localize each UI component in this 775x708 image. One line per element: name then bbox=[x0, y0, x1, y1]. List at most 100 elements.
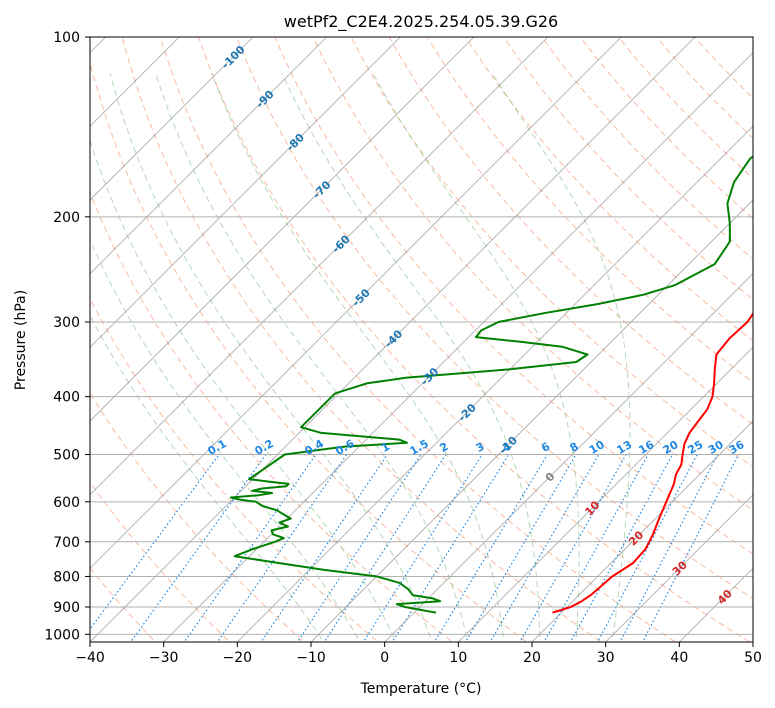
isotherm bbox=[458, 346, 753, 642]
isotherm bbox=[90, 37, 548, 496]
dry-adiabat bbox=[541, 37, 753, 260]
x-tick-label: −10 bbox=[296, 650, 326, 666]
y-tick-label: 200 bbox=[53, 210, 80, 226]
moist-adiabat bbox=[90, 138, 397, 642]
dry-adiabat bbox=[159, 37, 677, 642]
profile-series bbox=[229, 155, 753, 614]
moist-adiabat bbox=[372, 73, 580, 642]
x-axis-label: Temperature (°C) bbox=[360, 681, 482, 697]
mixing-ratio-label: 1 bbox=[379, 440, 392, 455]
y-tick-label: 700 bbox=[53, 535, 80, 551]
isotherm bbox=[163, 52, 753, 642]
mixing-ratio-label: 2 bbox=[437, 440, 450, 455]
x-tick-label: 0 bbox=[380, 650, 389, 666]
dry-adiabat bbox=[579, 37, 753, 220]
pressure-gridlines bbox=[90, 37, 753, 635]
isotherm-label: 20 bbox=[626, 528, 646, 548]
dry-adiabat bbox=[312, 37, 753, 511]
dry-adiabat bbox=[90, 392, 305, 642]
isotherm bbox=[90, 37, 622, 569]
isotherm bbox=[752, 641, 753, 642]
isotherm bbox=[237, 125, 753, 642]
isotherm-label: -10 bbox=[497, 433, 520, 456]
y-tick-label: 400 bbox=[53, 390, 80, 406]
isotherm-label: -70 bbox=[310, 178, 333, 201]
mixing-ratio-line bbox=[543, 454, 649, 642]
dry-adiabat bbox=[0, 31, 11, 647]
mixing-ratio-line bbox=[260, 454, 388, 642]
mixing-ratio-label: 3 bbox=[474, 440, 487, 455]
mixing-ratio-line bbox=[569, 454, 673, 642]
x-tick-label: −20 bbox=[223, 650, 253, 666]
mixing-ratio-line bbox=[596, 454, 698, 642]
moist-adiabat bbox=[90, 238, 361, 642]
dry-adiabat bbox=[197, 37, 751, 642]
mixing-ratio-line bbox=[296, 454, 422, 642]
y-tick-label: 300 bbox=[53, 315, 80, 331]
y-tick-label: 500 bbox=[53, 448, 80, 464]
y-tick-label: 1000 bbox=[44, 627, 80, 643]
mixing-ratio-line bbox=[362, 454, 483, 642]
mixing-ratio-line bbox=[642, 454, 739, 642]
isotherm bbox=[90, 37, 327, 275]
x-tick-label: 10 bbox=[449, 650, 467, 666]
moist-adiabat bbox=[155, 73, 469, 642]
isotherm bbox=[90, 37, 696, 642]
moist-adiabat bbox=[491, 73, 631, 642]
x-tick-label: −30 bbox=[149, 650, 179, 666]
dry-adiabat bbox=[121, 37, 603, 642]
mixing-ratio-line bbox=[433, 454, 548, 642]
moist-adiabat bbox=[90, 314, 325, 642]
isotherm-label: -50 bbox=[350, 286, 373, 309]
axes: −40 −30 −20 −10 0 10 20 30 40 5010020030040050060… bbox=[44, 30, 762, 666]
isotherm-label: -30 bbox=[418, 365, 441, 388]
dry-adiabat bbox=[274, 37, 753, 555]
isotherm bbox=[90, 37, 475, 422]
dry-adiabat bbox=[90, 481, 231, 642]
dry-adiabat bbox=[388, 37, 753, 425]
mixing-ratio-line bbox=[489, 454, 600, 642]
y-axis-label: Pressure (hPa) bbox=[13, 290, 29, 390]
isotherm bbox=[90, 37, 401, 348]
mixing-ratio-line bbox=[619, 454, 719, 642]
dry-adiabat bbox=[236, 37, 753, 600]
y-tick-label: 900 bbox=[53, 600, 80, 616]
x-tick-label: 40 bbox=[670, 650, 688, 666]
mixing-ratio-line bbox=[90, 454, 220, 631]
x-tick-label: −40 bbox=[75, 650, 105, 666]
isotherm-label: 0 bbox=[543, 470, 558, 485]
x-tick-label: 50 bbox=[744, 650, 762, 666]
x-tick-label: 20 bbox=[523, 650, 541, 666]
isotherm-label: -20 bbox=[456, 401, 479, 424]
mixing-ratio-line bbox=[519, 454, 627, 642]
isotherm-label: -100 bbox=[219, 43, 248, 72]
y-tick-label: 800 bbox=[53, 569, 80, 585]
dry-adiabat bbox=[426, 37, 753, 383]
moist-adiabat bbox=[211, 73, 505, 642]
dry-adiabat bbox=[90, 297, 380, 642]
dry-adiabat bbox=[464, 37, 753, 342]
isotherm bbox=[679, 567, 753, 642]
chart-title: wetPf2_C2E4.2025.254.05.39.G26 bbox=[284, 12, 558, 32]
temperature-profile-line bbox=[552, 311, 753, 614]
plot-frame bbox=[89, 36, 754, 643]
mixing-ratio-label: 6 bbox=[539, 440, 552, 455]
y-tick-label: 600 bbox=[53, 495, 80, 511]
dry-adiabat bbox=[350, 37, 753, 468]
in-plot-labels: 0.1 0.2 0.4 0.6 1 1.5 2 3 4 6 8 10 13 16 20 25 30 36-100-… bbox=[206, 43, 747, 607]
y-tick-label: 100 bbox=[53, 30, 80, 46]
isotherm bbox=[531, 420, 753, 642]
isotherm-label: 40 bbox=[715, 587, 735, 607]
isotherm-label: -60 bbox=[330, 232, 353, 255]
isotherm-label: -90 bbox=[253, 87, 276, 110]
isotherm bbox=[605, 494, 753, 642]
isotherm bbox=[384, 273, 753, 642]
moist-adiabat bbox=[281, 73, 541, 642]
isotherm bbox=[90, 37, 254, 201]
moist-adiabat bbox=[109, 73, 433, 642]
mixing-ratio-line bbox=[391, 454, 510, 642]
isotherm bbox=[310, 199, 753, 642]
dewpoint-profile-line bbox=[229, 155, 753, 614]
mixing-ratio-line bbox=[216, 454, 348, 642]
